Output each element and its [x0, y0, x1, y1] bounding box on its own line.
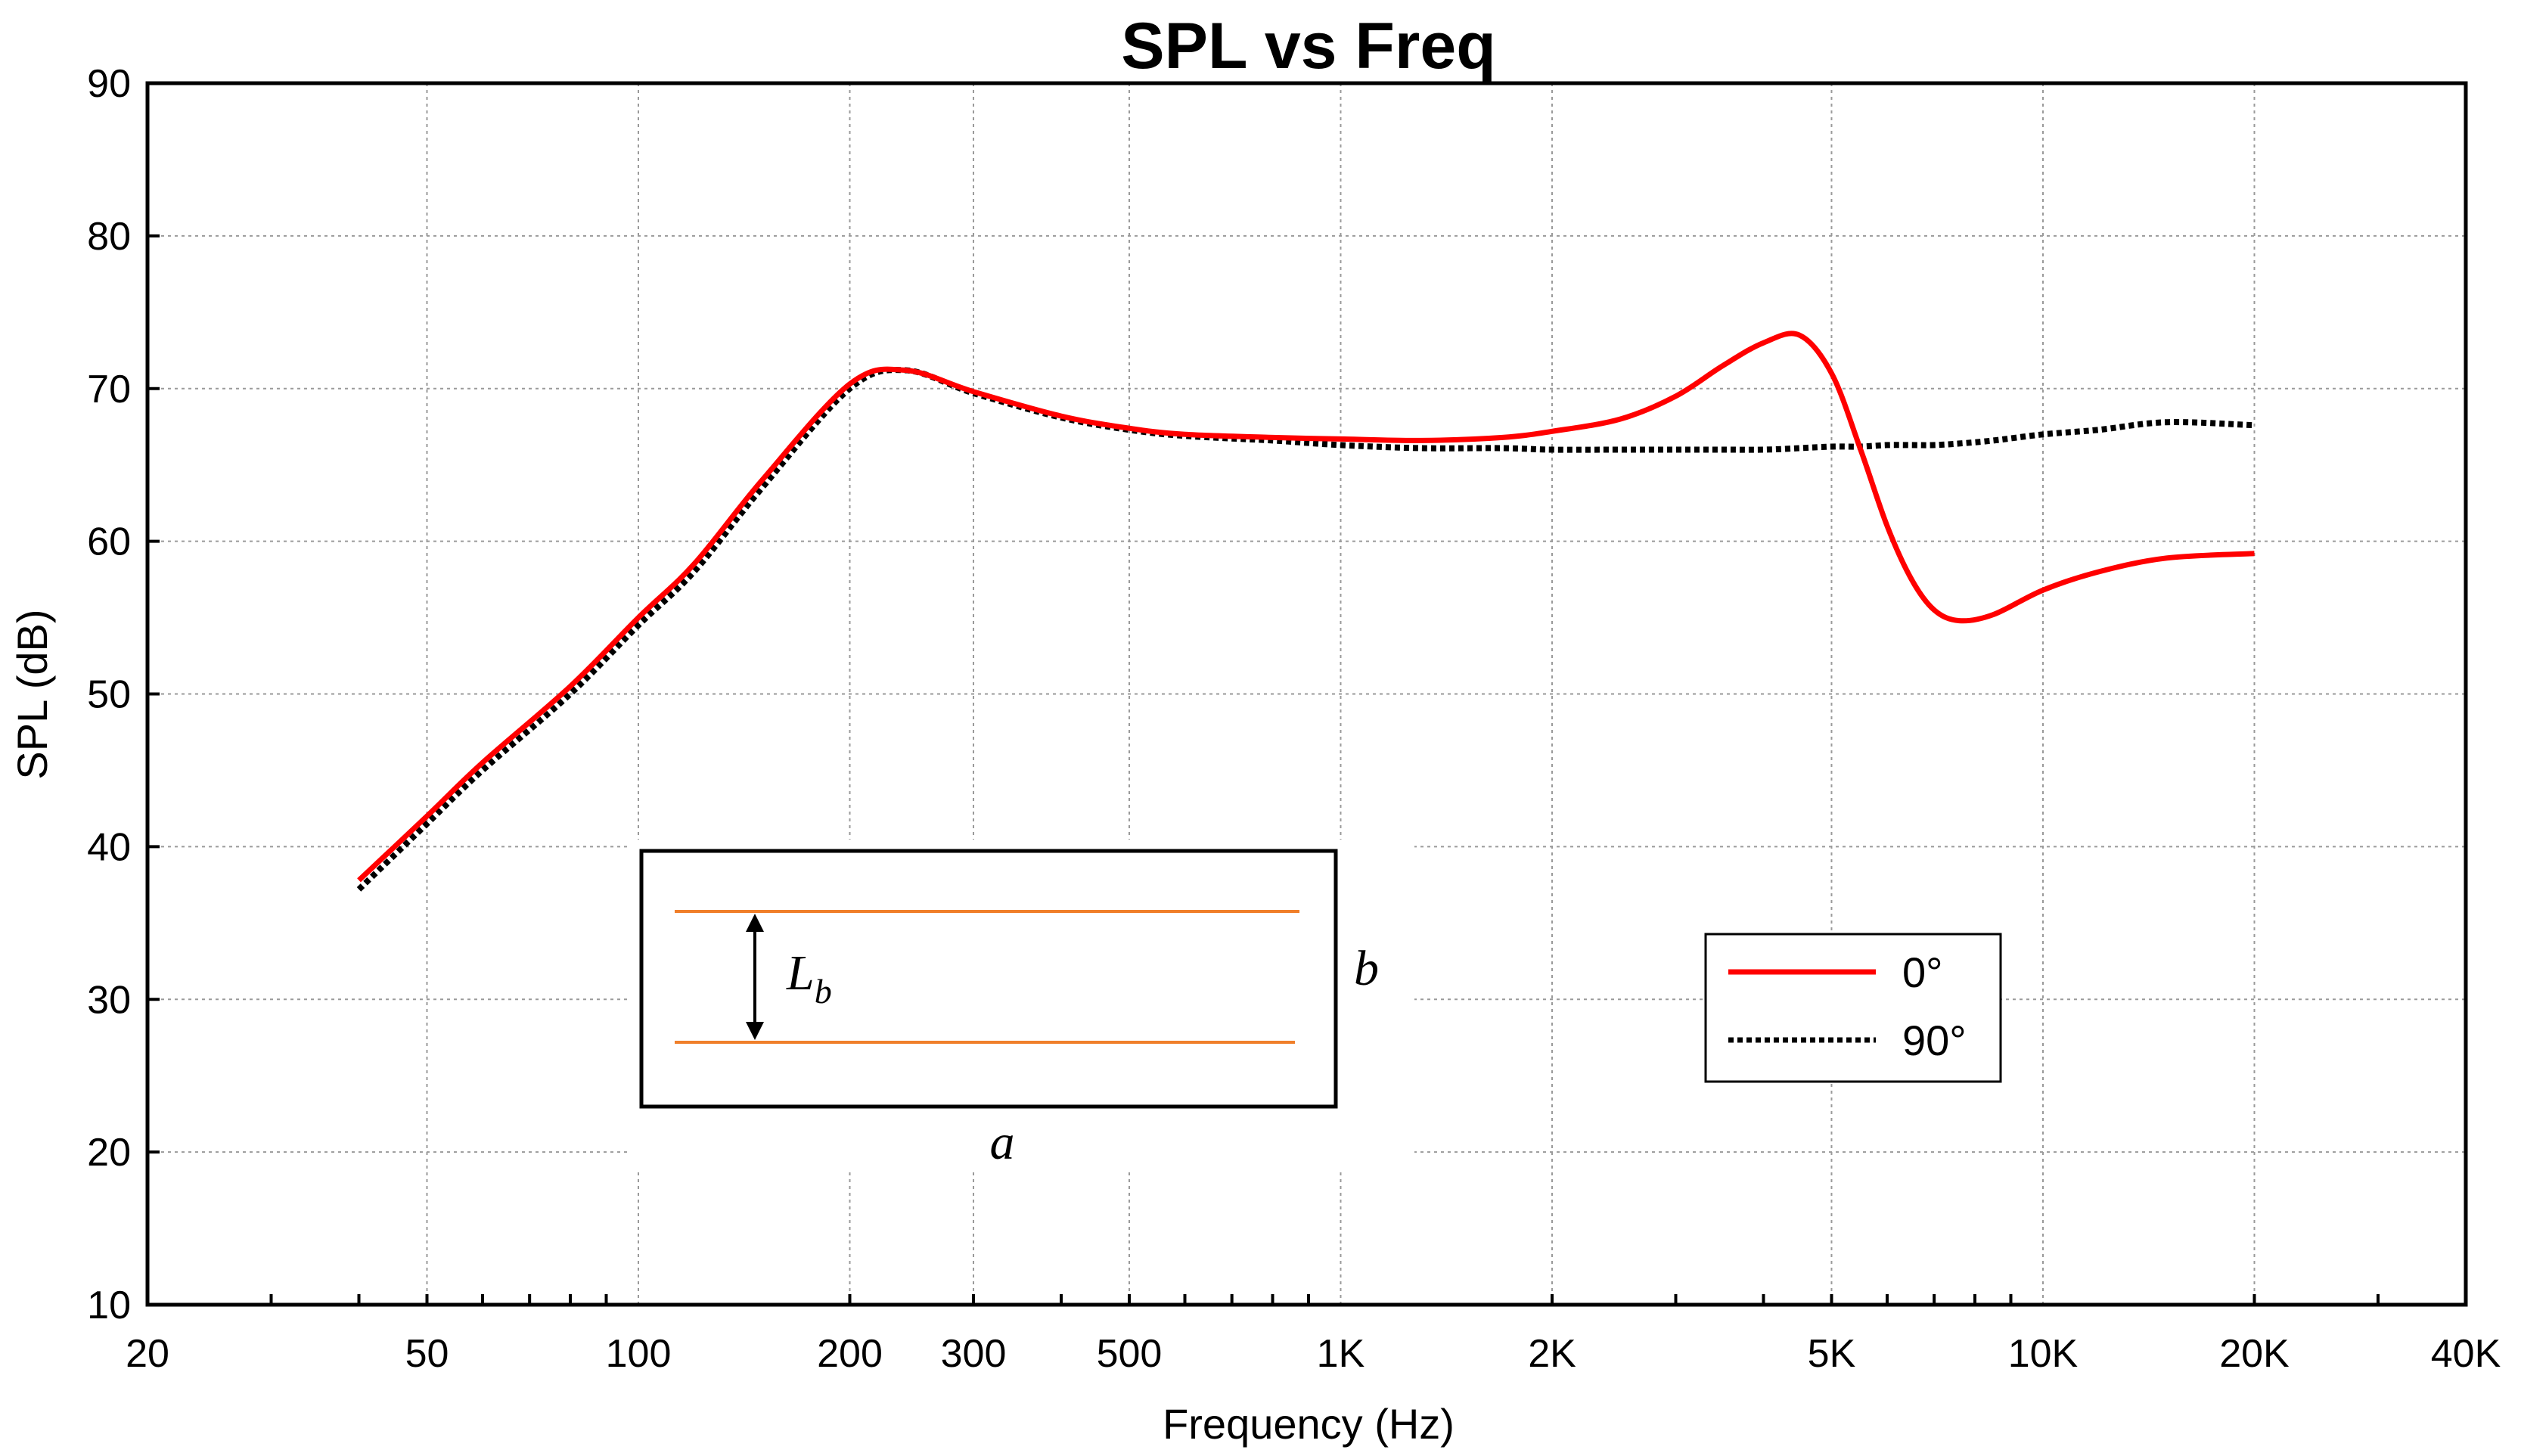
inset-arrow-down-icon [746, 1022, 764, 1040]
x-tick-label: 40K [2431, 1332, 2501, 1376]
y-tick-label: 70 [87, 368, 131, 411]
inset-background [628, 840, 1414, 1172]
y-tick-label: 50 [87, 673, 131, 717]
inset-label-lb: Lb [786, 945, 832, 1011]
inset-label-b: b [1354, 941, 1379, 996]
y-tick-label: 80 [87, 215, 131, 259]
x-tick-label: 20K [2219, 1332, 2290, 1376]
y-tick-label: 40 [87, 825, 131, 869]
x-axis-ticks: 20 50 100 200 300 500 1K 2K 5K 10K 20K 40K [126, 1294, 2501, 1376]
x-tick-label: 20 [126, 1332, 169, 1376]
x-tick-label: 50 [405, 1332, 449, 1376]
y-tick-label: 10 [87, 1284, 131, 1327]
inset-arrow-up-icon [746, 914, 764, 932]
data-series [356, 331, 2255, 892]
x-tick-label: 2K [1528, 1332, 1576, 1376]
legend-box [1704, 933, 2002, 1083]
series-line-90deg [356, 367, 2255, 892]
legend-label-90deg: 90° [1902, 1017, 1967, 1064]
x-axis-label: Frequency (Hz) [1163, 1400, 1455, 1448]
legend: 0° 90° [1704, 933, 2002, 1083]
series-line-0deg [357, 331, 2255, 883]
y-tick-label: 20 [87, 1131, 131, 1175]
inset-label-a: a [990, 1115, 1015, 1170]
plot-area-frame [145, 81, 2468, 1307]
x-tick-label: 10K [2008, 1332, 2079, 1376]
y-axis-ticks: 10 20 30 40 50 60 70 80 90 [87, 62, 160, 1327]
inset-plate-frame [639, 849, 1338, 1109]
y-tick-label: 60 [87, 520, 131, 564]
y-axis-label: SPL (dB) [8, 609, 56, 779]
x-tick-label: 300 [941, 1332, 1007, 1376]
inset-diagram: Lb b a [628, 840, 1414, 1172]
x-tick-label: 500 [1097, 1332, 1163, 1376]
chart-title: SPL vs Freq [1121, 10, 1496, 82]
legend-label-0deg: 0° [1902, 948, 1943, 996]
x-tick-label: 5K [1808, 1332, 1856, 1376]
x-tick-label: 100 [606, 1332, 672, 1376]
x-tick-label: 1K [1317, 1332, 1365, 1376]
y-tick-label: 30 [87, 978, 131, 1022]
x-tick-label: 200 [817, 1332, 883, 1376]
y-tick-label: 90 [87, 62, 131, 106]
